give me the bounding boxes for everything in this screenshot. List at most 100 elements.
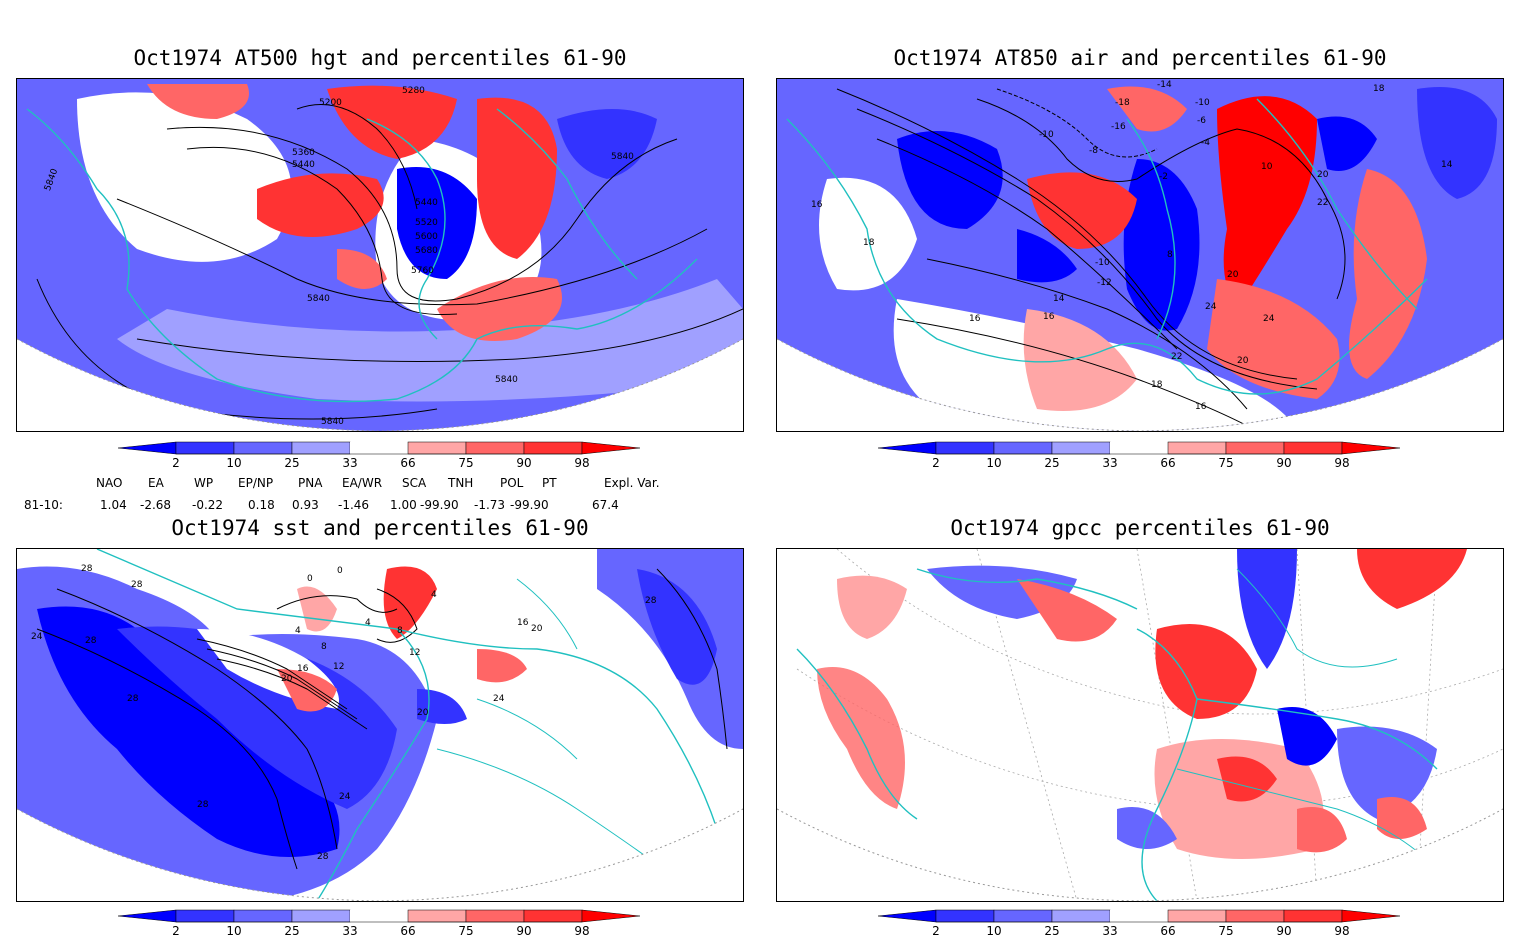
colorbar-swatch — [1341, 441, 1401, 455]
contour-label: 12 — [333, 662, 344, 672]
index-header: EP/NP — [238, 476, 274, 490]
index-value: -99.90 — [510, 498, 549, 512]
index-header: EA — [148, 476, 164, 490]
colorbar-swatch — [878, 909, 937, 923]
panel-title-gpcc: Oct1974 gpcc percentiles 61-90 — [950, 516, 1330, 540]
contour-label: 8 — [321, 642, 327, 652]
contour-label: 5680 — [415, 246, 438, 256]
teleconnection-indices: NAO EA WP EP/NP PNA EA/WR SCA TNH POL PT… — [0, 472, 760, 516]
panel-title-air: Oct1974 AT850 air and percentiles 61-90 — [893, 46, 1387, 70]
colorbar-tick: 25 — [1044, 456, 1059, 470]
contour-label: 4 — [295, 626, 301, 636]
contour-label: -16 — [1111, 122, 1126, 132]
contour-label: -2 — [1159, 172, 1168, 182]
colorbar-swatch — [1051, 441, 1111, 455]
colorbar-tick: 25 — [1044, 924, 1059, 938]
contour-label: -10 — [1039, 130, 1054, 140]
contour-label: 20 — [281, 674, 293, 684]
contour-label: 20 — [1227, 270, 1239, 280]
colorbar-tick: 25 — [284, 456, 299, 470]
index-value: 67.4 — [592, 498, 619, 512]
contour-label: 0 — [307, 574, 313, 584]
index-value: 0.93 — [292, 498, 319, 512]
colorbar-swatch — [935, 441, 995, 455]
contour-label: 28 — [197, 800, 209, 810]
colorbar-tick: 66 — [400, 924, 415, 938]
index-value: -1.73 — [474, 498, 506, 512]
contour-label: 10 — [1261, 162, 1273, 172]
contour-label: -18 — [1115, 98, 1130, 108]
index-header: POL — [500, 476, 524, 490]
colorbar-tick: 66 — [1160, 924, 1175, 938]
colorbar-tick: 75 — [1218, 456, 1233, 470]
contour-label: 28 — [81, 564, 93, 574]
colorbar-air: 2 10 25 33 66 75 90 98 — [878, 441, 1401, 470]
map-hgt: 5200 5280 5360 5440 5840 5440 5520 5600 … — [16, 78, 744, 432]
contour-label: 20 — [1237, 356, 1249, 366]
contour-label: 5840 — [611, 152, 634, 162]
colorbar-tick: 98 — [1334, 456, 1349, 470]
contour-label: -12 — [1097, 278, 1112, 288]
contour-label: 5600 — [415, 232, 438, 242]
contour-label: 22 — [1317, 198, 1328, 208]
colorbar-tick: 25 — [284, 924, 299, 938]
colorbar-tick: 90 — [1276, 924, 1291, 938]
colorbar-swatch — [1283, 909, 1343, 923]
contour-label: 8 — [397, 626, 403, 636]
map-sst: 28 28 24 28 28 0 0 4 4 8 4 8 12 16 20 12… — [16, 548, 744, 902]
index-value: 1.04 — [100, 498, 127, 512]
contour-label: -10 — [1095, 258, 1110, 268]
contour-label: 28 — [85, 636, 97, 646]
contour-label: 5840 — [321, 417, 344, 427]
contour-label: -14 — [1157, 80, 1172, 90]
index-value: -99.90 — [420, 498, 459, 512]
colorbar-swatch — [118, 909, 177, 923]
contour-label: 16 — [1195, 402, 1207, 412]
contour-label: 20 — [417, 708, 429, 718]
contour-label: 28 — [317, 852, 329, 862]
contour-label: 5440 — [415, 198, 438, 208]
colorbar-swatch — [1225, 909, 1285, 923]
colorbar-swatch — [935, 909, 995, 923]
contour-label: 5200 — [319, 98, 342, 108]
index-header: PNA — [298, 476, 323, 490]
contour-label: 5840 — [495, 375, 518, 385]
contour-label: 16 — [969, 314, 981, 324]
index-value: 1.00 — [390, 498, 417, 512]
index-header: WP — [194, 476, 214, 490]
contour-label: 5360 — [292, 148, 315, 158]
contour-label: 16 — [811, 200, 823, 210]
colorbar-tick: 10 — [226, 456, 241, 470]
contour-label: 14 — [1053, 294, 1065, 304]
colorbar-tick: 10 — [986, 924, 1001, 938]
contour-label: 4 — [365, 618, 371, 628]
colorbar-swatch — [465, 441, 525, 455]
contour-label: -8 — [1089, 146, 1098, 156]
contour-label: 22 — [1171, 352, 1182, 362]
contour-label: 24 — [1205, 302, 1217, 312]
index-value: -1.46 — [338, 498, 370, 512]
contour-label: 20 — [1317, 170, 1329, 180]
contour-label: 5520 — [415, 218, 438, 228]
colorbar-swatch — [993, 909, 1053, 923]
contour-label: 16 — [517, 618, 529, 628]
colorbar-tick: 2 — [932, 456, 940, 470]
index-value: 0.18 — [248, 498, 275, 512]
contour-label: -10 — [1195, 98, 1210, 108]
colorbar-swatch — [1051, 909, 1111, 923]
contour-label: 12 — [409, 648, 420, 658]
colorbar-swatch — [233, 909, 293, 923]
panel-title-hgt: Oct1974 AT500 hgt and percentiles 61-90 — [133, 46, 627, 70]
colorbar-tick: 90 — [516, 456, 531, 470]
contour-label: 4 — [431, 590, 437, 600]
colorbar-tick: 66 — [400, 456, 415, 470]
colorbar-tick: 90 — [516, 924, 531, 938]
colorbar-swatch — [581, 909, 641, 923]
contour-label: 24 — [1263, 314, 1275, 324]
colorbar-tick: 10 — [226, 924, 241, 938]
contour-label: 8 — [1167, 250, 1173, 260]
colorbar-tick: 10 — [986, 456, 1001, 470]
colorbar-swatch — [523, 441, 583, 455]
contour-label: 24 — [339, 792, 351, 802]
contour-label: 5280 — [402, 86, 425, 96]
